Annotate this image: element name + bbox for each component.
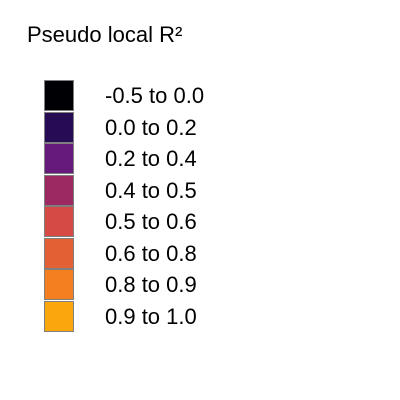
color-swatch [44, 80, 74, 111]
legend-label: 0.4 to 0.5 [105, 177, 197, 203]
legend-item: 0.5 to 0.6 [44, 206, 344, 238]
color-swatch [44, 111, 74, 143]
legend-item: 0.4 to 0.5 [44, 174, 344, 207]
color-swatch [44, 206, 74, 237]
color-swatch [44, 237, 74, 269]
color-swatch [44, 269, 74, 300]
legend-label: 0.0 to 0.2 [105, 114, 197, 140]
legend-title: Pseudo local R² [27, 22, 183, 47]
legend-item: 0.2 to 0.4 [44, 143, 344, 175]
legend-label: 0.8 to 0.9 [105, 272, 197, 297]
legend-label: 0.6 to 0.8 [105, 240, 197, 266]
legend-items: -0.5 to 0.0 0.0 to 0.2 0.2 to 0.4 0.4 to… [44, 80, 344, 332]
legend-item: 0.8 to 0.9 [44, 269, 344, 301]
legend-label: 0.5 to 0.6 [105, 209, 197, 234]
color-swatch [44, 174, 74, 206]
color-swatch [44, 300, 74, 332]
legend-item: 0.9 to 1.0 [44, 300, 344, 333]
legend-label: 0.9 to 1.0 [105, 303, 197, 329]
legend-item: 0.6 to 0.8 [44, 237, 344, 270]
color-swatch [44, 143, 74, 174]
legend-label: 0.2 to 0.4 [105, 146, 197, 171]
legend-label: -0.5 to 0.0 [105, 83, 205, 108]
legend-item: 0.0 to 0.2 [44, 111, 344, 144]
legend-item: -0.5 to 0.0 [44, 80, 344, 112]
